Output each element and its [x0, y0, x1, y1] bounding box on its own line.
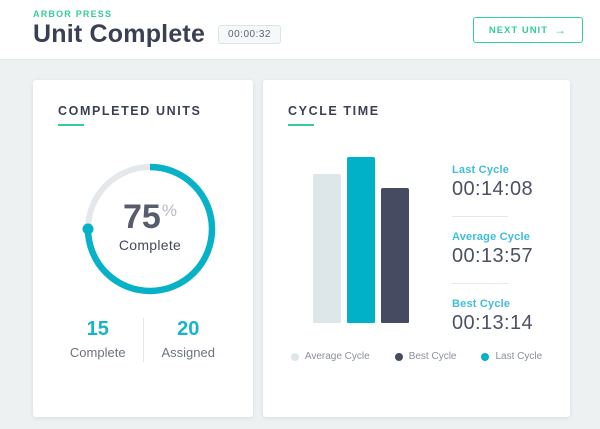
cycle-bars [313, 157, 409, 323]
best-cycle-label: Best Cycle [452, 298, 511, 310]
chart-legend: Average Cycle Best Cycle Last Cycle [263, 351, 570, 362]
title-row: Unit Complete 00:00:32 [33, 20, 281, 49]
average-cycle-value: 00:13:57 [452, 245, 534, 267]
stat-divider [452, 216, 508, 217]
average-cycle-stat: Average Cycle 00:13:57 [452, 231, 562, 268]
percent-label: Complete [118, 237, 182, 253]
legend-label-last: Last Cycle [495, 351, 543, 362]
last-cycle-stat: Last Cycle 00:14:08 [452, 164, 562, 201]
legend-item-best-cycle: Best Cycle [394, 351, 457, 362]
assigned-stat: 20 Assigned [144, 318, 234, 362]
best-cycle-value: 00:13:14 [452, 312, 534, 334]
legend-label-average: Average Cycle [304, 351, 370, 362]
cycle-time-card: CYCLE TIME Last Cycle 00:14:08 Average C… [263, 80, 570, 417]
assigned-count: 20 [177, 318, 200, 340]
completed-units-title: COMPLETED UNITS [58, 104, 202, 118]
stats-divider [142, 318, 144, 362]
cycle-stats-column: Last Cycle 00:14:08 Average Cycle 00:13:… [452, 164, 562, 335]
top-header: ARBOR PRESS Unit Complete 00:00:32 NEXT … [0, 0, 600, 60]
best-cycle-stat: Best Cycle 00:13:14 [452, 298, 562, 335]
legend-item-average-cycle: Average Cycle [290, 351, 370, 362]
next-unit-button[interactable]: NEXT UNIT → [472, 17, 583, 43]
stat-divider [452, 283, 508, 284]
last-cycle-label: Last Cycle [452, 164, 510, 176]
average-cycle-label: Average Cycle [452, 231, 531, 243]
unit-timer-badge: 00:00:32 [218, 25, 281, 44]
last-cycle-value: 00:14:08 [452, 178, 534, 200]
progress-ring-end-dot [82, 223, 94, 235]
cycle-time-title: CYCLE TIME [288, 104, 380, 118]
complete-stat: 15 Complete [53, 318, 143, 362]
progress-ring-svg [82, 163, 216, 295]
page-title: Unit Complete [33, 20, 206, 48]
legend-dot-best [394, 352, 403, 361]
completed-units-card: COMPLETED UNITS 75 % Complete 15 Complet… [33, 80, 253, 417]
unit-stats-row: 15 Complete 20 Assigned [53, 318, 233, 362]
next-unit-label: NEXT UNIT [488, 24, 548, 36]
progress-ring [75, 154, 225, 304]
percent-value: 75 [123, 198, 161, 236]
legend-item-last-cycle: Last Cycle [481, 351, 542, 362]
assigned-label: Assigned [161, 345, 215, 360]
title-underline [288, 124, 314, 126]
complete-label: Complete [69, 345, 126, 360]
bar-last-cycle [347, 157, 375, 323]
arrow-right-icon: → [554, 23, 567, 37]
legend-dot-last [481, 352, 490, 361]
legend-label-best: Best Cycle [408, 351, 457, 362]
progress-center-text: 75 % Complete [75, 200, 225, 253]
percent-sign: % [161, 201, 177, 220]
bar-average-cycle [313, 174, 341, 323]
app-label: ARBOR PRESS [33, 9, 113, 19]
title-underline [58, 124, 84, 126]
bar-best-cycle [381, 188, 409, 323]
legend-dot-average [290, 352, 299, 361]
complete-count: 15 [86, 318, 109, 340]
